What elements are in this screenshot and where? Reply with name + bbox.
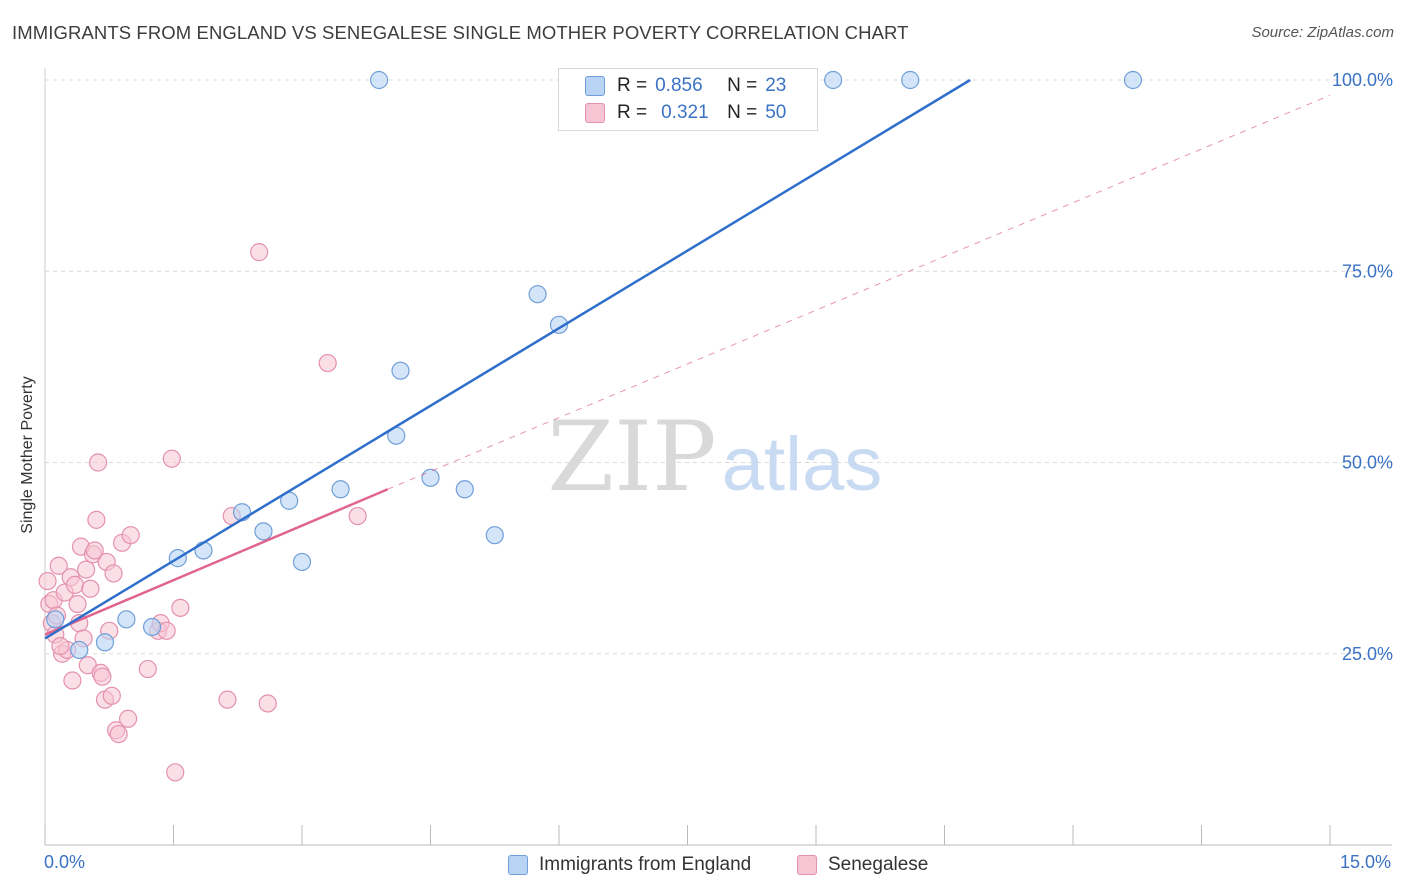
legend-item-senegalese: Senegalese	[797, 852, 928, 878]
england-trend-line	[44, 78, 971, 640]
senegalese-point	[318, 353, 337, 373]
senegalese-point	[121, 526, 140, 545]
england-point	[117, 610, 136, 629]
senegalese-point	[250, 243, 269, 262]
england-point	[901, 70, 920, 90]
england-point	[254, 522, 273, 541]
chart-title: IMMIGRANTS FROM ENGLAND VS SENEGALESE SI…	[12, 22, 909, 43]
y-tick-label: 75.0%	[1342, 261, 1393, 281]
watermark-zip: ZIP	[547, 401, 716, 513]
senegalese-point	[258, 694, 277, 713]
legend-row-england: R = 0.856 N = 23	[585, 74, 786, 98]
y-tick-label: 25.0%	[1342, 644, 1393, 664]
senegalese-points	[38, 243, 367, 782]
england-point	[391, 361, 410, 380]
legend-n-label: N =	[727, 102, 758, 123]
england-point	[528, 285, 547, 304]
correlation-legend: R = 0.856 N = 23 R = 0.321 N = 50	[558, 68, 818, 131]
senegalese-point	[77, 560, 96, 579]
senegalese-point	[81, 579, 100, 598]
legend-n-value: 23	[765, 75, 787, 96]
legend-r-value: 0.321	[661, 102, 709, 123]
y-tick-label: 100.0%	[1332, 70, 1393, 90]
y-tick-labels: 25.0% 50.0% 75.0% 100.0%	[1332, 70, 1393, 664]
england-point	[194, 541, 213, 560]
watermark: ZIP atlas	[547, 401, 882, 513]
england-point	[370, 70, 389, 90]
grid-layer	[45, 79, 1392, 655]
england-point	[549, 315, 569, 334]
senegalese-point	[138, 659, 157, 679]
england-point	[1123, 70, 1143, 90]
source-label: Source: ZipAtlas.com	[1251, 24, 1394, 41]
watermark-atlas: atlas	[722, 422, 883, 507]
england-point	[455, 480, 474, 499]
legend-swatch-pink	[797, 855, 817, 875]
legend-swatch-blue	[585, 76, 605, 96]
senegalese-point	[49, 556, 68, 575]
legend-label-england: Immigrants from England	[539, 854, 752, 875]
senegalese-point	[162, 449, 181, 468]
england-point	[485, 526, 504, 545]
y-tick-label: 50.0%	[1342, 453, 1393, 473]
senegalese-point	[85, 541, 104, 560]
england-point	[95, 633, 115, 652]
senegalese-point	[65, 575, 85, 595]
senegalese-point	[348, 506, 367, 526]
senegalese-point	[51, 636, 70, 656]
england-point	[421, 468, 440, 487]
senegalese-point	[68, 594, 87, 614]
england-point	[142, 617, 162, 637]
senegalese-point	[93, 667, 112, 686]
senegalese-point	[166, 763, 185, 782]
senegalese-trend-line	[44, 488, 389, 636]
axis-layer	[44, 68, 1392, 846]
legend-n-label: N =	[727, 75, 758, 96]
senegalese-point	[38, 571, 57, 591]
england-points	[46, 70, 1143, 660]
senegalese-point	[218, 690, 237, 709]
england-point	[331, 480, 350, 499]
england-point	[824, 70, 843, 90]
legend-r-value: 0.856	[655, 75, 703, 96]
senegalese-point	[63, 671, 82, 690]
legend-row-senegalese: R = 0.321 N = 50	[585, 101, 786, 125]
senegalese-point	[104, 564, 123, 583]
legend-r-label: R =	[617, 75, 648, 96]
senegalese-point	[118, 709, 138, 728]
senegalese-trend-extension	[387, 94, 1331, 490]
trend-lines	[44, 78, 1331, 640]
legend-swatch-blue	[508, 855, 528, 875]
senegalese-point	[109, 724, 128, 744]
senegalese-point	[171, 598, 190, 617]
senegalese-point	[87, 510, 106, 529]
england-point	[292, 552, 312, 572]
legend-item-england: Immigrants from England	[508, 852, 751, 878]
legend-label-senegalese: Senegalese	[828, 854, 929, 875]
england-point	[70, 640, 89, 660]
x-tick-label-min: 0.0%	[44, 852, 86, 872]
legend-n-value: 50	[765, 102, 787, 123]
legend-swatch-pink	[585, 103, 605, 123]
x-tick-label-max: 15.0%	[1340, 852, 1392, 872]
legend-r-label: R =	[617, 102, 648, 123]
england-point	[46, 610, 65, 629]
senegalese-point	[89, 453, 108, 472]
senegalese-point	[102, 686, 121, 705]
